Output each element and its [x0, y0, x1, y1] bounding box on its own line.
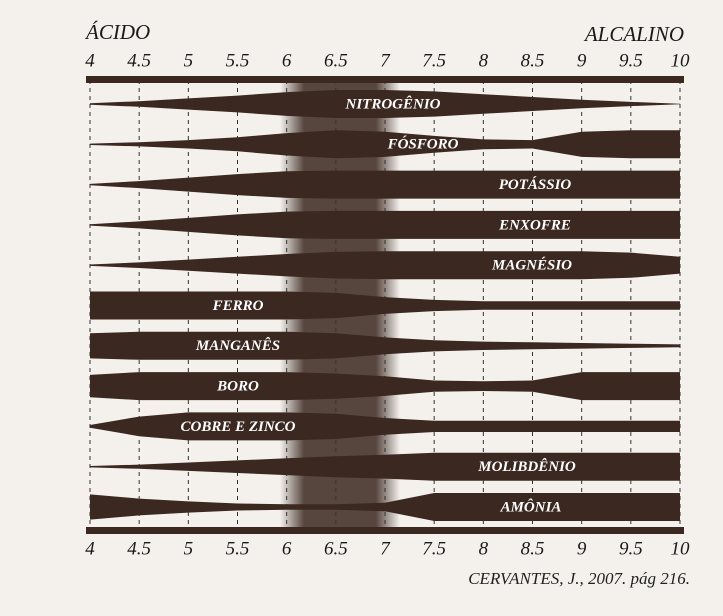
availability-band	[90, 452, 680, 481]
x-tick-label-bottom: 6	[282, 538, 292, 559]
nutrient-label: NITROGÊNIO	[344, 95, 440, 112]
bottom-bar	[86, 527, 684, 534]
x-tick-label-bottom: 6.5	[324, 538, 348, 559]
nutrient-label: AMÔNIA	[500, 498, 562, 515]
x-tick-label-top: 7	[380, 50, 391, 71]
availability-band	[90, 170, 680, 199]
x-tick-label-bottom: 9	[577, 538, 587, 559]
x-tick-label-top: 8	[479, 50, 489, 71]
availability-band	[90, 130, 680, 159]
top-bar	[86, 76, 684, 83]
availability-band	[90, 412, 680, 441]
x-tick-label-top: 8.5	[521, 50, 545, 71]
right-label: ALCALINO	[583, 22, 684, 46]
left-label: ÁCIDO	[84, 20, 150, 44]
x-tick-label-top: 10	[671, 50, 691, 71]
availability-band	[90, 291, 680, 320]
availability-band	[90, 493, 680, 521]
x-tick-label-bottom: 5.5	[226, 538, 250, 559]
availability-band	[90, 251, 680, 280]
x-tick-label-top: 4.5	[127, 50, 151, 71]
x-tick-label-bottom: 4.5	[127, 538, 151, 559]
nutrient-label: FÓSFORO	[387, 136, 459, 153]
availability-band	[90, 372, 680, 401]
nutrient-label: MAGNÉSIO	[491, 257, 572, 274]
x-tick-label-top: 4	[85, 50, 95, 71]
nutrient-label: COBRE E ZINCO	[180, 419, 295, 435]
x-tick-label-top: 5.5	[226, 50, 250, 71]
x-tick-label-top: 6.5	[324, 50, 348, 71]
x-tick-label-top: 9.5	[619, 50, 643, 71]
x-tick-label-top: 7.5	[422, 50, 446, 71]
nutrient-label: MOLIBDÊNIO	[477, 458, 576, 475]
source: CERVANTES, J., 2007. pág 216.	[468, 569, 690, 588]
nutrient-label: MANGANÊS	[195, 337, 280, 354]
x-tick-label-top: 5	[184, 50, 194, 71]
nutrient-label: POTÁSSIO	[499, 176, 572, 193]
availability-band	[90, 90, 680, 118]
x-tick-label-bottom: 4	[85, 538, 95, 559]
x-tick-label-top: 9	[577, 50, 587, 71]
x-tick-label-bottom: 8	[479, 538, 489, 559]
nutrient-label: BORO	[216, 379, 259, 395]
x-tick-label-bottom: 10	[671, 538, 691, 559]
availability-band	[90, 331, 680, 360]
x-tick-label-bottom: 7	[380, 538, 391, 559]
nutrient-label: FERRO	[212, 298, 264, 314]
x-tick-label-bottom: 9.5	[619, 538, 643, 559]
x-tick-label-bottom: 8.5	[521, 538, 545, 559]
x-tick-label-bottom: 7.5	[422, 538, 446, 559]
x-tick-label-top: 6	[282, 50, 292, 71]
x-tick-label-bottom: 5	[184, 538, 194, 559]
availability-band	[90, 210, 680, 239]
nutrient-label: ENXOFRE	[498, 217, 571, 233]
